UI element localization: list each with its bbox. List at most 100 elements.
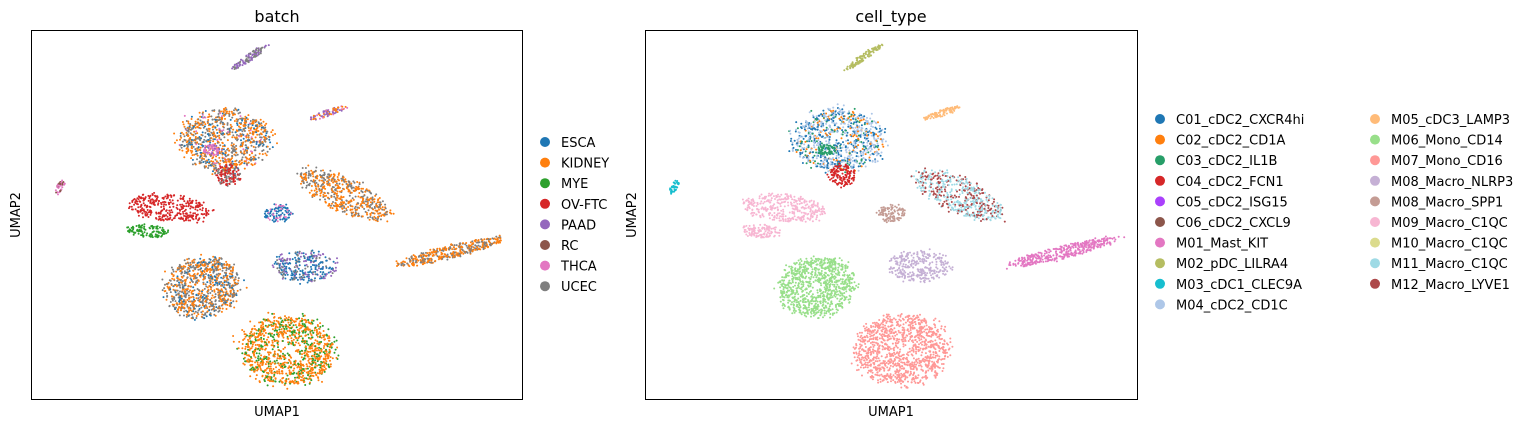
data-point — [149, 233, 152, 236]
data-point — [334, 202, 337, 205]
data-point — [187, 128, 190, 130]
data-point — [209, 301, 212, 304]
data-point — [190, 118, 193, 120]
data-point — [412, 259, 415, 262]
data-point — [233, 66, 235, 69]
data-point — [318, 112, 320, 115]
data-point — [208, 261, 211, 264]
data-point — [297, 337, 300, 340]
data-point — [300, 349, 303, 352]
data-point — [381, 206, 384, 209]
data-point — [182, 287, 185, 290]
data-point — [286, 387, 289, 390]
data-point — [228, 304, 231, 307]
data-point — [180, 272, 183, 275]
data-point — [185, 141, 188, 144]
data-point — [223, 136, 226, 139]
data-point — [227, 147, 229, 150]
data-point — [195, 213, 198, 216]
data-point — [241, 130, 244, 133]
data-point — [316, 364, 319, 367]
data-point — [293, 329, 296, 332]
data-point — [254, 146, 257, 149]
data-point — [149, 206, 152, 209]
data-point — [61, 186, 64, 189]
data-point — [243, 121, 246, 124]
data-point — [257, 355, 260, 358]
data-point — [180, 275, 183, 278]
data-point — [293, 367, 296, 370]
data-point — [191, 280, 194, 283]
data-point — [194, 120, 197, 123]
data-point — [330, 204, 332, 207]
data-point — [225, 176, 228, 179]
data-point — [182, 306, 185, 309]
data-point — [181, 140, 184, 143]
data-point — [203, 271, 206, 273]
data-point — [306, 275, 309, 278]
data-point — [259, 136, 262, 139]
data-point — [211, 265, 214, 268]
data-point — [204, 110, 207, 112]
data-point — [276, 326, 279, 329]
data-point — [196, 118, 199, 121]
data-point — [379, 218, 382, 221]
data-point — [248, 154, 251, 156]
data-point — [171, 199, 174, 202]
data-point — [261, 153, 264, 156]
data-point — [331, 202, 333, 205]
data-point — [148, 195, 151, 198]
data-point — [192, 212, 195, 215]
data-point — [194, 212, 196, 215]
data-point — [286, 352, 289, 355]
data-point — [414, 261, 417, 264]
data-point — [245, 286, 248, 289]
data-point — [297, 371, 300, 374]
data-point — [171, 273, 174, 276]
data-point — [185, 262, 188, 265]
data-point — [241, 152, 243, 155]
data-point — [280, 328, 283, 331]
data-point — [200, 261, 203, 264]
data-point — [327, 354, 330, 357]
data-point — [327, 184, 329, 186]
data-point — [202, 161, 205, 163]
data-point — [253, 52, 256, 55]
data-point — [251, 122, 254, 125]
data-point — [268, 148, 271, 150]
data-point — [166, 295, 169, 298]
data-point — [176, 277, 179, 280]
data-point — [198, 265, 201, 267]
data-point — [285, 267, 288, 270]
data-point — [328, 335, 330, 338]
data-point — [271, 208, 274, 211]
data-point — [228, 264, 231, 267]
data-point — [175, 206, 178, 209]
data-point — [295, 276, 298, 279]
data-point — [205, 209, 207, 212]
data-point — [465, 250, 468, 253]
data-point — [165, 203, 167, 206]
data-point — [234, 183, 237, 185]
data-point — [190, 138, 193, 141]
data-point — [201, 112, 204, 115]
data-point — [201, 209, 204, 212]
data-point — [169, 291, 172, 294]
data-point — [245, 163, 248, 166]
data-point — [326, 180, 328, 183]
data-point — [266, 145, 269, 148]
data-point — [186, 288, 189, 290]
data-point — [225, 280, 228, 283]
data-point — [333, 336, 336, 339]
data-point — [320, 115, 323, 118]
data-point — [278, 364, 281, 367]
data-point — [300, 366, 303, 369]
data-point — [261, 158, 264, 161]
data-point — [142, 216, 144, 219]
data-point — [237, 169, 240, 172]
data-point — [386, 220, 389, 223]
data-point — [251, 345, 254, 348]
data-point — [307, 374, 309, 377]
data-point — [190, 128, 193, 131]
data-point — [313, 329, 316, 332]
